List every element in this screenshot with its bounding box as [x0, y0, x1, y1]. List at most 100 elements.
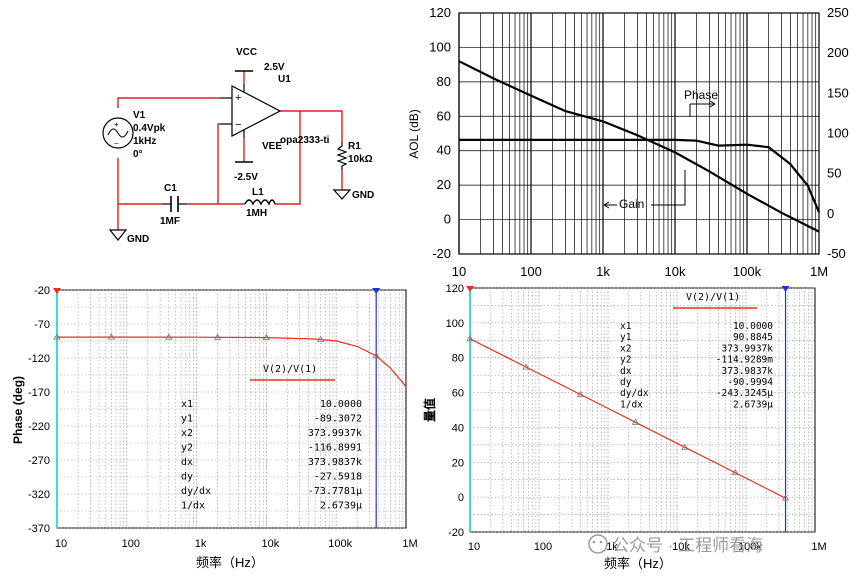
x-tick-label: 1k — [195, 538, 207, 550]
series-gain-line — [469, 338, 786, 499]
y2-tick-label: 150 — [827, 85, 849, 100]
wechat-icon — [588, 534, 608, 554]
schematic-wires — [117, 71, 343, 230]
readout-value: 373.9937k — [308, 428, 362, 439]
readout-key: 1/dx — [620, 399, 643, 410]
x-tick-label: 10 — [55, 538, 67, 550]
aol-grid — [458, 12, 819, 255]
aol-plot-frame — [458, 12, 820, 255]
y2-tick-label: 250 — [827, 5, 849, 20]
y2-tick-label: 50 — [827, 166, 841, 181]
readout-key: y1 — [181, 414, 193, 425]
data-point-marker — [731, 469, 740, 476]
y-tick-label: 20 — [437, 177, 451, 192]
x-tick-label: 10 — [452, 264, 466, 279]
phase-grid — [56, 289, 406, 529]
y-tick-label: 60 — [452, 388, 464, 400]
y-tick-label: -20 — [432, 246, 451, 261]
data-point-marker — [372, 352, 380, 359]
gain-chart: 10 100 1k 10k 100k 1M 120 100 80 60 40 20 0 -20 量值 频率… — [422, 283, 827, 571]
cursor-1-handle-icon[interactable] — [53, 288, 61, 294]
source-amp: 0.4Vpk — [133, 123, 166, 134]
series-phase-line — [459, 138, 821, 213]
x-tick-label: 100 — [534, 541, 552, 553]
y-tick-label: -220 — [28, 421, 50, 433]
aol-chart: 10 100 1k 10k 100k 1M120100806040200-20250200… — [407, 5, 849, 279]
x-tick-label: 10 — [468, 541, 480, 553]
y-tick-label: -170 — [28, 387, 50, 399]
opamp-plus-pin: + — [235, 92, 241, 104]
data-point-marker — [781, 494, 790, 501]
readout-value: -116.8991 — [308, 443, 362, 454]
readout-value: -90.9994 — [727, 377, 773, 388]
opamp-part: opa2333-ti — [280, 135, 330, 146]
readout-value: 2.6739µ — [733, 399, 773, 410]
readout-value: -89.3072 — [314, 414, 362, 425]
data-point-marker — [213, 333, 222, 340]
y-tick-label: -370 — [28, 523, 50, 535]
x-tick-label: 100 — [520, 264, 542, 279]
y-tick-label: 80 — [452, 353, 464, 365]
phase-cursor-readout: x1 10.0000 y1 -89.3072 x2 373.9937k y2 -116.899… — [181, 399, 362, 512]
x-tick-label: 10k — [672, 541, 690, 553]
gain-tick-labels: 10 100 1k 10k 100k 1M 120 100 80 60 40 20 0 -20 — [446, 283, 827, 553]
gain-grid — [469, 287, 815, 533]
readout-value: 2.6739µ — [320, 501, 362, 512]
cap-ref: C1 — [164, 183, 177, 194]
svg-text:+: + — [114, 120, 119, 129]
x-tick-label: 100k — [733, 264, 762, 279]
cap-value: 1MF — [160, 216, 180, 227]
readout-key: dy/dx — [620, 388, 649, 399]
readout-key: 1/dx — [181, 501, 205, 512]
source-freq: 1kHz — [133, 136, 156, 147]
readout-value: -73.7781µ — [308, 486, 362, 497]
y-tick-label: -320 — [28, 489, 50, 501]
aol-annotation-phase-arrow — [689, 100, 716, 117]
gain-xlabel: 频率（Hz） — [604, 556, 672, 571]
x-tick-label: 10k — [665, 264, 686, 279]
inductor-symbol — [244, 199, 276, 206]
vee-label: VEE — [262, 141, 282, 152]
cursor-1-handle-icon[interactable] — [466, 286, 474, 292]
x-tick-label: 10k — [262, 538, 280, 550]
aol-annotation-gain: Gain — [619, 197, 644, 211]
y-tick-label: 60 — [437, 108, 451, 123]
gain-legend: V(2)/V(1) — [686, 292, 740, 303]
aol-series — [458, 60, 821, 233]
schematic: + − VCC 2.5V U1 opa2333-ti VEE -2.5V + −… — [102, 47, 374, 245]
x-tick-label: 100 — [122, 538, 140, 550]
gain-cursors[interactable] — [466, 286, 790, 532]
gain-cursor-readout: x1 10.0000 y1 90.8845 x2 373.9937k y2 -114.9289… — [620, 321, 773, 410]
res-value: 10kΩ — [348, 154, 373, 165]
phase-chart: 10 100 1k 10k 100k 1M -20 -70 -120 -170 -220 -270 -3… — [11, 285, 418, 570]
readout-key: dy — [620, 377, 632, 388]
readout-value: -27.5918 — [314, 472, 362, 483]
y-tick-label: 120 — [429, 5, 451, 20]
data-point-marker — [317, 335, 325, 342]
readout-key: dy/dx — [181, 486, 211, 497]
gain-ylabel: 量值 — [422, 398, 437, 422]
readout-value: 373.9837k — [308, 457, 362, 468]
data-point-marker — [262, 333, 271, 340]
x-tick-label: 1M — [810, 264, 828, 279]
x-tick-label: 1k — [606, 541, 618, 553]
resistor-symbol — [336, 142, 348, 170]
vee-value: -2.5V — [234, 172, 258, 183]
phase-cursors[interactable] — [53, 288, 381, 528]
data-point-marker — [522, 363, 530, 370]
phase-ylabel: Phase (deg) — [11, 376, 25, 444]
aol-annotation-phase: Phase — [684, 88, 718, 102]
watermark-text: 公众号 · 工程师看海 — [612, 536, 763, 555]
x-tick-label: 100k — [328, 538, 352, 550]
y2-tick-label: 0 — [827, 206, 834, 221]
cursor-2-handle-icon[interactable] — [372, 288, 381, 294]
res-ref: R1 — [348, 141, 361, 152]
readout-value: 373.9837k — [722, 366, 774, 377]
readout-key: dx — [620, 366, 632, 377]
y2-tick-label: -50 — [827, 246, 846, 261]
y-tick-label: -270 — [28, 455, 50, 467]
opamp-symbol — [231, 85, 282, 137]
readout-key: x1 — [620, 321, 632, 332]
readout-value: 90.8845 — [733, 332, 773, 343]
cursor-2-handle-icon[interactable] — [781, 286, 790, 292]
